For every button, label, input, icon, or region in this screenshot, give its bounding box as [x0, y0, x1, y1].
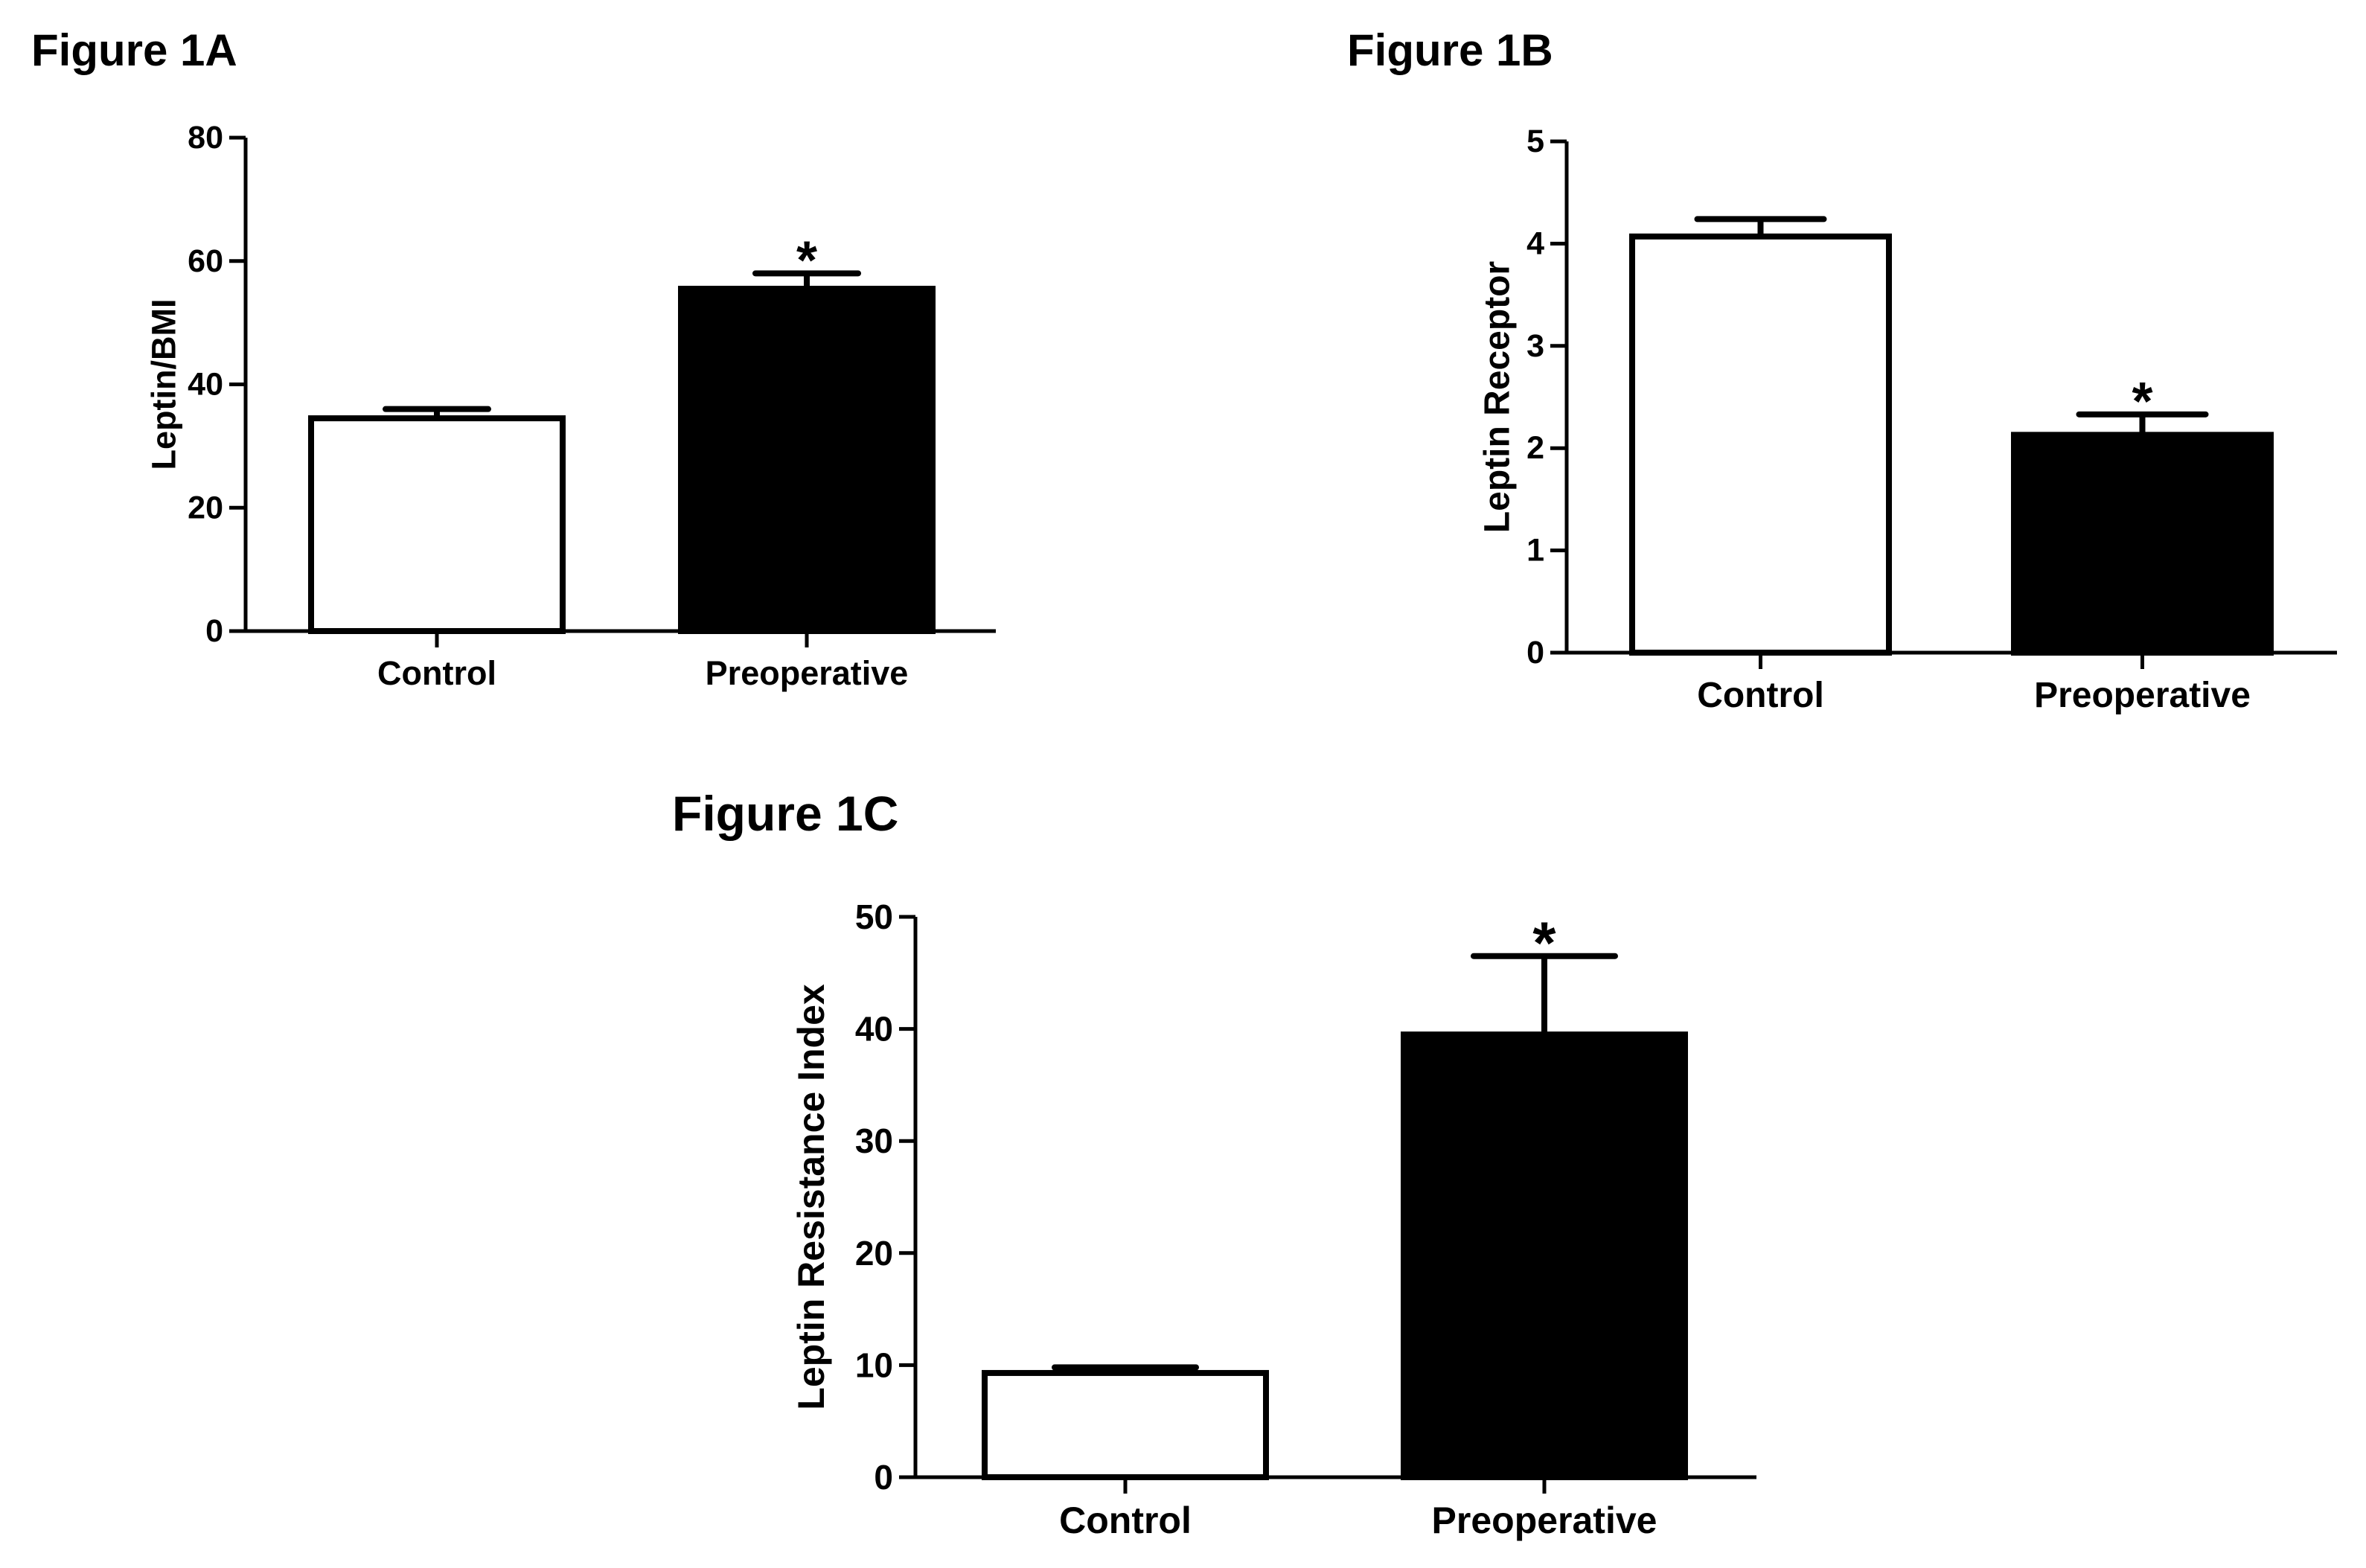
x-tick-label-preoperative: Preoperative [706, 654, 909, 692]
y-axis-label: Leptin Receptor [1478, 261, 1518, 533]
significance-marker: * [1532, 910, 1556, 976]
chart-title-1b: Figure 1B [1347, 25, 1553, 75]
x-tick-label-preoperative: Preoperative [2034, 676, 2251, 715]
chart-title-1a: Figure 1A [31, 25, 237, 75]
y-tick-label: 30 [855, 1121, 893, 1160]
bar-control [1629, 233, 1892, 656]
y-tick-label: 50 [855, 897, 893, 936]
y-tick-label: 2 [1526, 430, 1544, 466]
y-axis-label: Leptin Resistance Index [790, 984, 832, 1410]
significance-marker: * [796, 231, 817, 291]
chart-title-1c: Figure 1C [672, 786, 899, 841]
y-tick-label: 1 [1526, 533, 1544, 569]
x-tick-label-preoperative: Preoperative [1432, 1500, 1657, 1541]
significance-marker: * [2132, 372, 2152, 432]
bar-preoperative [678, 286, 936, 634]
bar-control [308, 415, 566, 634]
y-tick-label: 80 [188, 120, 223, 156]
x-tick-label-control: Control [1059, 1500, 1192, 1541]
y-tick-label: 0 [205, 613, 223, 649]
y-tick-label: 40 [188, 367, 223, 403]
y-tick-label: 0 [1526, 635, 1544, 671]
bar-preoperative [1401, 1031, 1688, 1480]
y-tick-label: 5 [1526, 124, 1544, 159]
y-tick-label: 4 [1526, 225, 1544, 261]
x-tick-label-control: Control [1697, 676, 1824, 715]
y-tick-label: 0 [874, 1458, 893, 1497]
bar-control [982, 1369, 1269, 1481]
y-tick-label: 40 [855, 1010, 893, 1049]
y-tick-label: 20 [188, 490, 223, 525]
y-tick-label: 10 [855, 1345, 893, 1384]
y-tick-label: 20 [855, 1234, 893, 1273]
y-tick-label: 60 [188, 243, 223, 279]
y-axis-label: Leptin/BMI [145, 299, 183, 470]
y-tick-label: 3 [1526, 328, 1544, 364]
x-tick-label-control: Control [377, 654, 496, 692]
